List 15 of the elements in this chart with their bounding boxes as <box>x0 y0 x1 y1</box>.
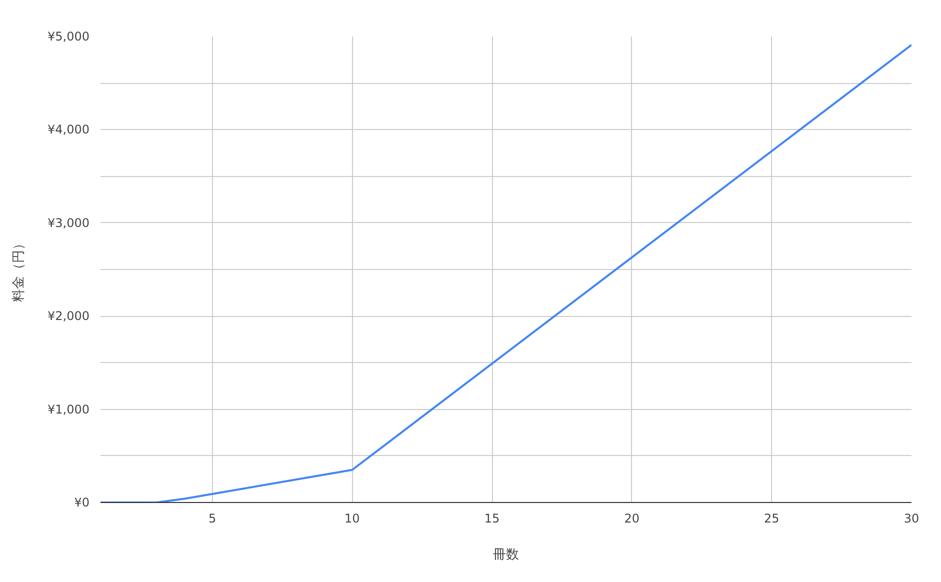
y-tick-label: ¥2,000 <box>48 309 90 324</box>
x-tick-label: 20 <box>624 512 640 526</box>
y-tick-label: ¥3,000 <box>48 216 90 230</box>
x-tick-label: 30 <box>904 512 920 526</box>
x-tick-label: 15 <box>484 512 500 526</box>
line-series <box>100 44 912 502</box>
x-tick-label: 5 <box>208 512 216 526</box>
y-tick-label: ¥4,000 <box>48 122 90 137</box>
y-tick-label: ¥5,000 <box>48 30 90 44</box>
x-tick-label: 25 <box>764 512 780 526</box>
x-tick-label: 10 <box>344 512 360 526</box>
y-axis-title: 料金（円） <box>12 237 27 302</box>
y-tick-label: ¥1,000 <box>48 402 90 416</box>
x-axis-title: 冊数 <box>493 548 519 562</box>
y-tick-label: ¥0 <box>74 496 90 510</box>
